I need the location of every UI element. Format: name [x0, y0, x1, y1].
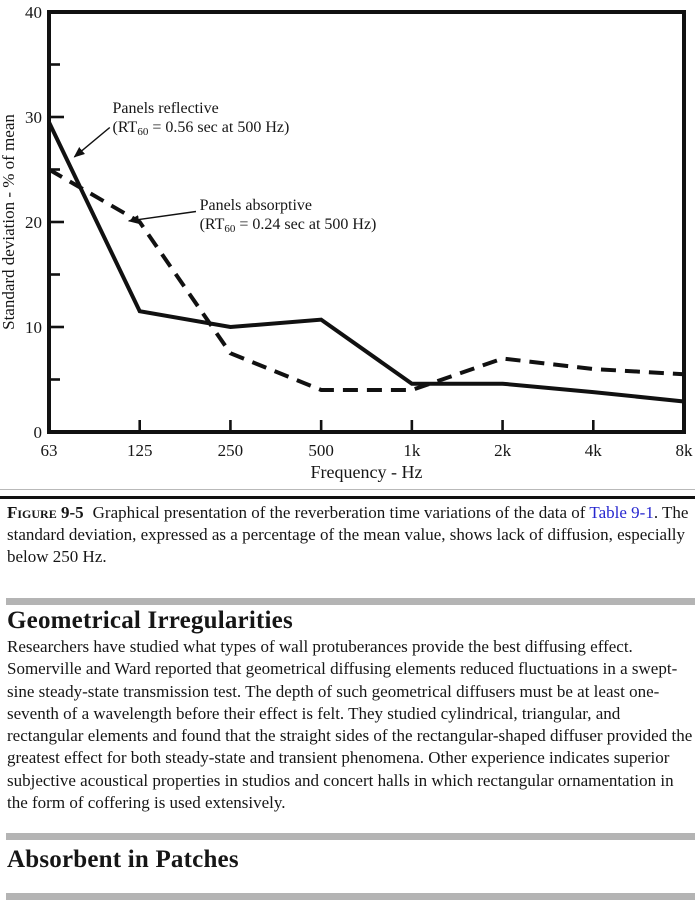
caption-rule — [0, 496, 695, 499]
series-line-dashed — [47, 167, 685, 392]
series-line-solid — [47, 121, 685, 404]
x-tick-label: 1k — [403, 441, 421, 460]
section-heading-geometrical-irregularities: Geometrical Irregularities — [7, 607, 293, 634]
table-9-1-link[interactable]: Table 9-1 — [589, 503, 654, 522]
x-axis-title: Frequency - Hz — [311, 462, 423, 482]
x-tick-label: 500 — [308, 441, 334, 460]
figure-bottom-hairline — [0, 489, 695, 490]
x-tick-label: 250 — [218, 441, 244, 460]
y-tick-label: 10 — [25, 318, 42, 337]
x-tick-label: 8k — [676, 441, 694, 460]
y-tick-label: 30 — [25, 108, 42, 127]
annotation-label: (RT60 = 0.24 sec at 500 Hz) — [200, 216, 377, 235]
y-tick-label: 40 — [25, 3, 42, 22]
figure-caption-text-after: . The standard deviation, expressed as a… — [7, 503, 689, 566]
section-divider-bar — [6, 833, 695, 840]
annotation-label: (RT60 = 0.56 sec at 500 Hz) — [113, 119, 290, 138]
plot-border — [47, 10, 686, 434]
x-tick-label: 125 — [127, 441, 153, 460]
y-tick-label: 0 — [34, 423, 43, 442]
x-tick-label: 2k — [494, 441, 512, 460]
x-tick-label: 63 — [41, 441, 58, 460]
figure-caption-label: Figure 9-5 — [7, 503, 84, 522]
x-tick-label: 4k — [585, 441, 603, 460]
y-tick-label: 20 — [25, 213, 42, 232]
section-heading-absorbent-in-patches: Absorbent in Patches — [7, 846, 239, 873]
y-axis-title: Standard deviation - % of mean — [0, 114, 18, 330]
annotation-label: Panels reflective — [113, 100, 219, 117]
annotation-label: Panels absorptive — [200, 197, 312, 214]
annotation-arrow — [73, 126, 111, 158]
page-bottom-bar — [6, 893, 695, 900]
figure-caption: Figure 9-5 Graphical presentation of the … — [7, 502, 691, 568]
figure-caption-text-before: Graphical presentation of the reverberat… — [92, 503, 590, 522]
reverberation-deviation-chart: 0 10 20 30 40 63 125 250 500 1k 2k 4k 8k Frequency - … — [0, 3, 694, 482]
annotation-arrow — [127, 210, 197, 225]
section-divider-bar — [6, 598, 695, 605]
section-paragraph-geometrical-irregularities: Researchers have studied what types of w… — [7, 637, 693, 813]
